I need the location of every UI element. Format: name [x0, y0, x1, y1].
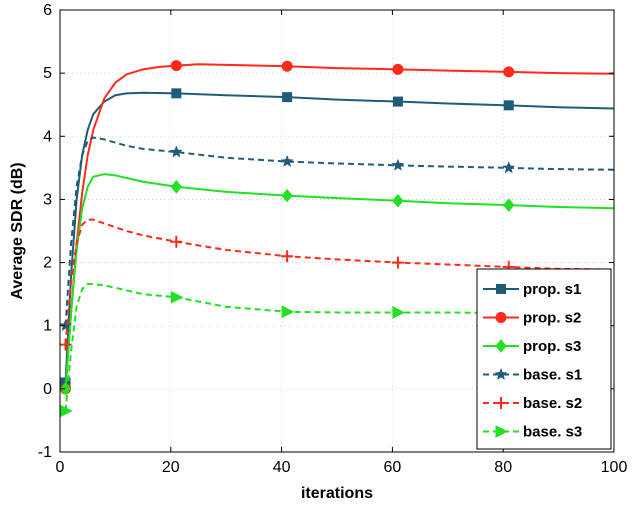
series-line	[64, 63, 615, 389]
data-point	[59, 319, 72, 332]
data-point	[503, 66, 515, 78]
legend-item: prop. s1	[483, 281, 581, 298]
legend-marker	[494, 367, 508, 380]
legend-item: base. s1	[483, 367, 582, 384]
data-point	[391, 256, 404, 269]
data-point	[392, 63, 404, 75]
legend-label: base. s1	[523, 367, 582, 384]
data-point	[170, 180, 182, 194]
legend-label: prop. s3	[523, 338, 581, 355]
data-point	[281, 305, 295, 319]
series-prop-s3	[59, 173, 615, 396]
legend-marker	[495, 397, 507, 409]
x-axis-label: iterations	[301, 485, 373, 501]
legend: prop. s1 prop. s2 prop. s3 base. s1 base. s2…	[476, 268, 612, 450]
data-point	[391, 158, 405, 171]
plot-area	[59, 60, 615, 418]
y-tick-label: -1	[38, 444, 52, 461]
series-line	[64, 173, 615, 389]
data-point	[60, 404, 73, 418]
data-point	[282, 92, 293, 103]
data-point	[280, 154, 294, 167]
data-point	[392, 193, 404, 208]
x-tick-label: 20	[162, 459, 180, 476]
data-point	[281, 60, 293, 72]
data-point	[281, 188, 293, 203]
legend-item: base. s2	[483, 395, 582, 412]
legend-label: prop. s2	[523, 310, 581, 327]
data-point	[502, 161, 516, 174]
axes-frame	[59, 9, 615, 453]
data-point	[170, 60, 182, 72]
series-line	[64, 136, 615, 326]
data-point	[503, 100, 514, 111]
data-point	[392, 96, 403, 107]
y-tick-label: 1	[43, 318, 52, 335]
legend-marker	[496, 284, 506, 294]
y-tick-label: 2	[43, 255, 52, 272]
series-line	[64, 283, 614, 412]
data-point	[170, 235, 183, 248]
data-point	[169, 145, 183, 158]
legend-item: prop. s3	[483, 338, 581, 355]
legend-label: base. s2	[523, 395, 582, 412]
y-tick-label: 4	[43, 128, 52, 145]
data-point	[281, 250, 294, 263]
x-tick-label: 60	[384, 459, 402, 476]
legend-box	[476, 268, 612, 450]
y-tick-label: 5	[43, 65, 52, 82]
data-point	[59, 382, 72, 396]
legend-label: base. s3	[523, 424, 582, 441]
legend-marker	[495, 339, 507, 353]
legend-marker	[495, 312, 507, 323]
legend-label: prop. s1	[523, 281, 581, 298]
data-point	[392, 306, 406, 319]
legend-item: prop. s2	[483, 310, 581, 327]
y-tick-label: 3	[43, 191, 52, 208]
legend-marker	[495, 425, 509, 438]
x-tick-label: 100	[601, 459, 628, 476]
data-point	[171, 88, 182, 99]
y-tick-label: 0	[43, 381, 52, 398]
series-base-s2	[59, 218, 615, 351]
legend-item: base. s3	[483, 424, 582, 441]
data-point	[503, 198, 515, 212]
data-point	[59, 338, 72, 351]
y-axis-label: Average SDR (dB)	[9, 162, 26, 299]
x-tick-label: 80	[494, 459, 512, 476]
x-tick-label: 40	[273, 459, 291, 476]
series-line	[64, 218, 615, 345]
x-tick-label: 0	[56, 459, 65, 476]
data-point	[170, 290, 184, 304]
series-base-s1	[59, 136, 615, 332]
y-tick-label: 6	[43, 2, 52, 19]
